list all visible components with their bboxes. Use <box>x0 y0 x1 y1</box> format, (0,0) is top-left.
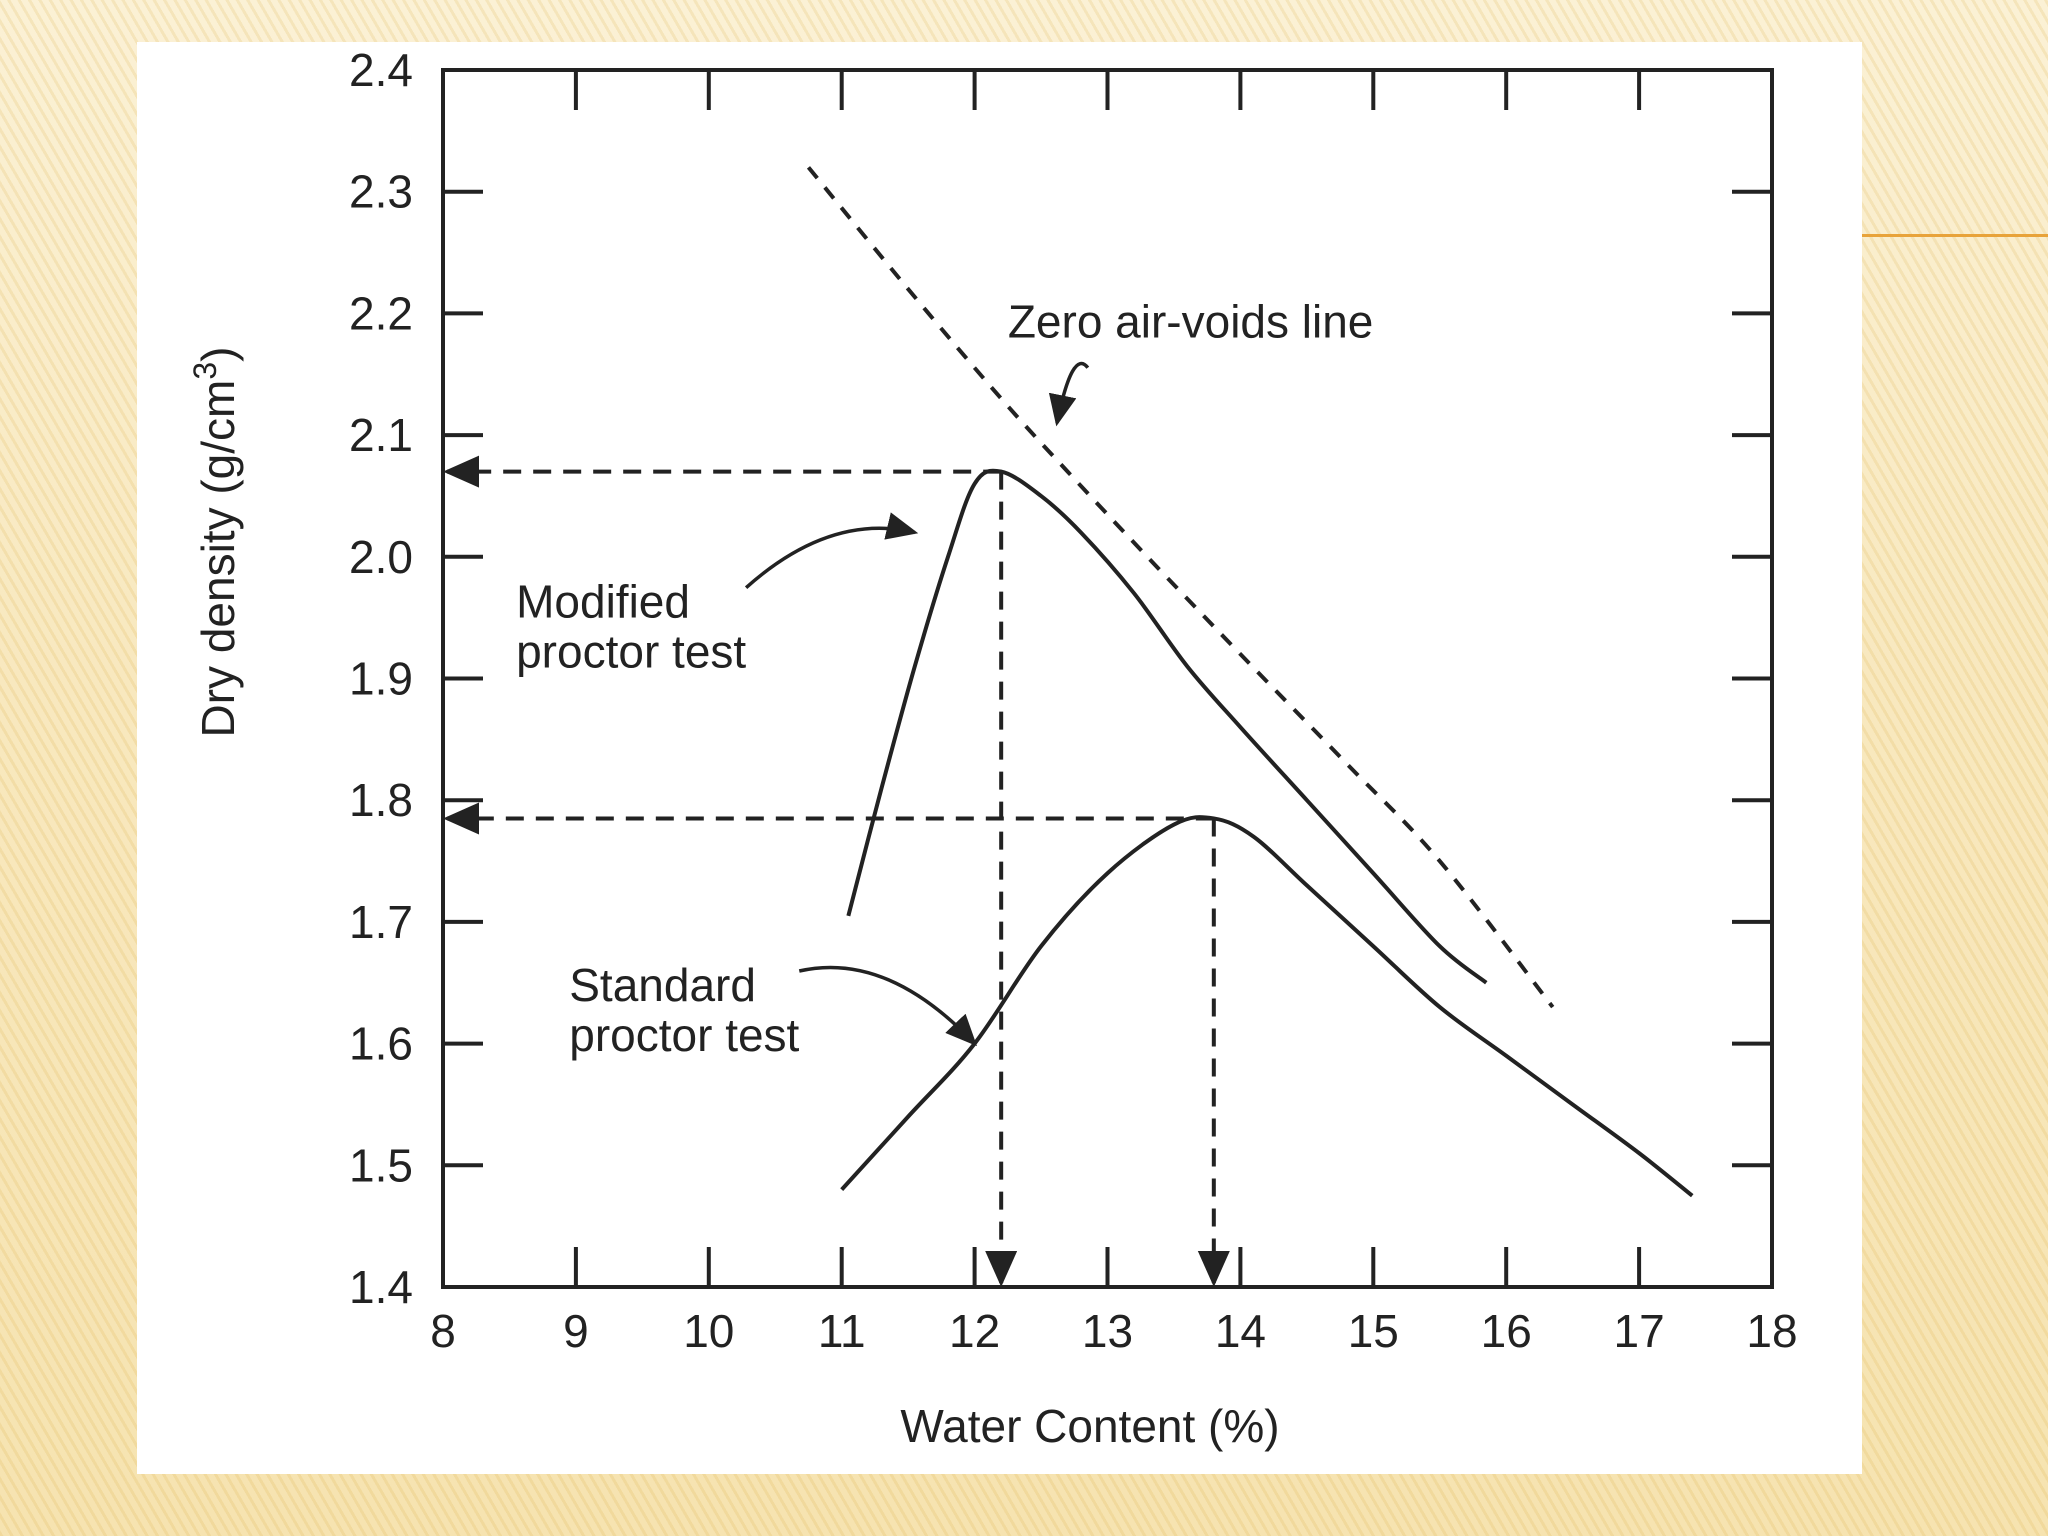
annotation-line: Modified <box>516 576 690 628</box>
y-tick-label: 1.4 <box>349 1261 413 1313</box>
x-tick-label: 11 <box>818 1305 866 1357</box>
y-tick-label: 2.2 <box>349 287 413 339</box>
annotation-line: Zero air-voids line <box>1008 296 1374 348</box>
modified-proctor-test-curve <box>846 468 1488 985</box>
slide-accent-line <box>1860 234 2048 237</box>
x-tick-label: 18 <box>1746 1305 1797 1357</box>
y-tick-label: 1.8 <box>349 774 413 826</box>
y-tick-label: 2.4 <box>349 44 413 96</box>
y-axis-title-superscript: 3 <box>187 362 223 380</box>
x-tick-label: 9 <box>563 1305 589 1357</box>
x-tick-label: 10 <box>683 1305 734 1357</box>
annotation-line: proctor test <box>569 1009 799 1061</box>
zero-air-voids-line-curve <box>806 166 1555 1009</box>
annotation-label: Standard proctor test <box>569 959 799 1061</box>
y-tick-label: 2.1 <box>349 409 413 461</box>
x-tick-label: 8 <box>430 1305 456 1357</box>
annotation-arrow <box>798 965 978 1047</box>
annotation-line: Standard <box>569 959 756 1011</box>
y-tick-label: 1.7 <box>349 896 413 948</box>
annotation-line: proctor test <box>516 626 746 678</box>
x-tick-label: 13 <box>1082 1305 1133 1357</box>
standard-proctor-test-curve <box>840 815 1694 1198</box>
y-tick-label: 1.9 <box>349 653 413 705</box>
x-tick-label: 17 <box>1614 1305 1665 1357</box>
x-tick-label: 12 <box>949 1305 1000 1357</box>
annotation-label: Modified proctor test <box>516 576 746 678</box>
annotation-arrow <box>744 512 919 589</box>
y-tick-label: 1.6 <box>349 1018 413 1070</box>
x-tick-label: 16 <box>1481 1305 1532 1357</box>
annotation-arrow <box>1048 361 1090 427</box>
plot-panel: Zero air-voids line Modified proctor test S… <box>137 42 1862 1474</box>
x-tick-label: 15 <box>1348 1305 1399 1357</box>
x-axis-title: Water Content (%) <box>900 1400 1279 1452</box>
y-tick-label: 1.5 <box>349 1139 413 1191</box>
x-tick-label: 14 <box>1215 1305 1266 1357</box>
y-axis-title: Dry density (g/cm3) <box>187 347 244 738</box>
annotation-label: Zero air-voids line <box>1008 296 1374 348</box>
y-tick-label: 2.3 <box>349 166 413 218</box>
y-tick-label: 2.0 <box>349 531 413 583</box>
